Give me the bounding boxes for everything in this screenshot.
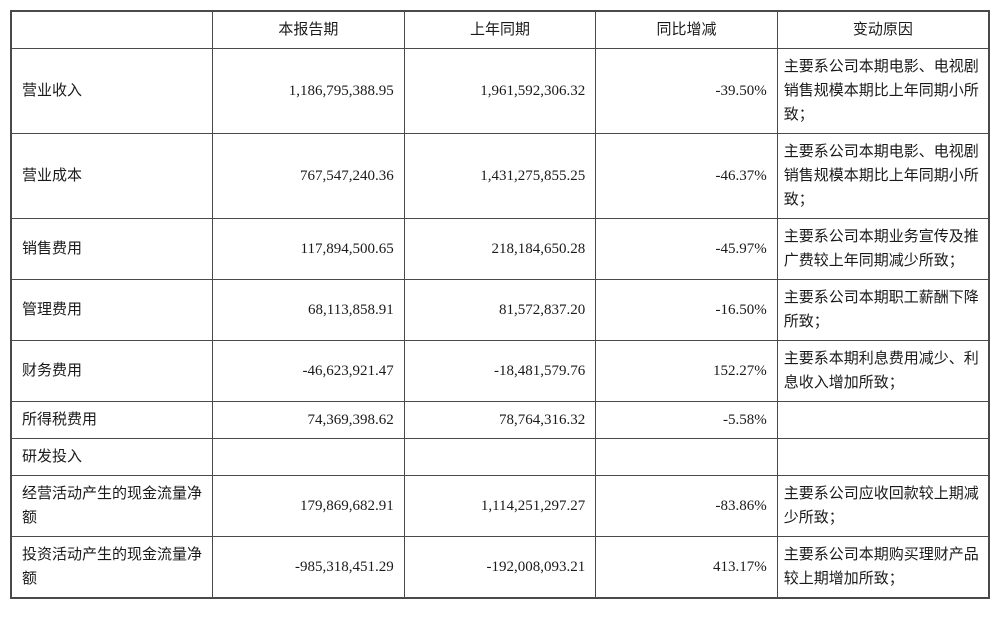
cell-change [596, 439, 777, 476]
cell-reason: 主要系公司本期购买理财产品较上期增加所致； [777, 537, 989, 599]
cell-reason: 主要系公司本期电影、电视剧销售规模本期比上年同期小所致； [777, 134, 989, 219]
cell-change: 152.27% [596, 341, 777, 402]
table-row: 管理费用 68,113,858.91 81,572,837.20 -16.50%… [11, 280, 989, 341]
cell-reason: 主要系公司本期职工薪酬下降所致； [777, 280, 989, 341]
cell-prior: 78,764,316.32 [404, 402, 596, 439]
row-label: 管理费用 [11, 280, 213, 341]
row-label: 营业成本 [11, 134, 213, 219]
header-row: 本报告期 上年同期 同比增减 变动原因 [11, 11, 989, 49]
cell-reason: 主要系公司本期电影、电视剧销售规模本期比上年同期小所致； [777, 49, 989, 134]
cell-current [213, 439, 405, 476]
cell-prior: -18,481,579.76 [404, 341, 596, 402]
cell-prior: 1,114,251,297.27 [404, 476, 596, 537]
financial-table-container: 本报告期 上年同期 同比增减 变动原因 营业收入 1,186,795,388.9… [10, 10, 990, 599]
cell-current: 179,869,682.91 [213, 476, 405, 537]
cell-prior: 1,431,275,855.25 [404, 134, 596, 219]
cell-prior: 218,184,650.28 [404, 219, 596, 280]
financial-table: 本报告期 上年同期 同比增减 变动原因 营业收入 1,186,795,388.9… [10, 10, 990, 599]
cell-prior: 81,572,837.20 [404, 280, 596, 341]
cell-reason: 主要系本期利息费用减少、利息收入增加所致； [777, 341, 989, 402]
header-reason: 变动原因 [777, 11, 989, 49]
cell-reason [777, 402, 989, 439]
cell-reason [777, 439, 989, 476]
table-row: 营业成本 767,547,240.36 1,431,275,855.25 -46… [11, 134, 989, 219]
cell-current: 68,113,858.91 [213, 280, 405, 341]
header-prior-period: 上年同期 [404, 11, 596, 49]
cell-prior: 1,961,592,306.32 [404, 49, 596, 134]
table-row: 销售费用 117,894,500.65 218,184,650.28 -45.9… [11, 219, 989, 280]
table-body: 营业收入 1,186,795,388.95 1,961,592,306.32 -… [11, 49, 989, 599]
table-row: 投资活动产生的现金流量净额 -985,318,451.29 -192,008,0… [11, 537, 989, 599]
row-label: 财务费用 [11, 341, 213, 402]
row-label: 所得税费用 [11, 402, 213, 439]
cell-prior: -192,008,093.21 [404, 537, 596, 599]
cell-reason: 主要系公司本期业务宣传及推广费较上年同期减少所致； [777, 219, 989, 280]
header-change: 同比增减 [596, 11, 777, 49]
cell-reason: 主要系公司应收回款较上期减少所致； [777, 476, 989, 537]
cell-change: -39.50% [596, 49, 777, 134]
cell-change: -16.50% [596, 280, 777, 341]
cell-change: -46.37% [596, 134, 777, 219]
cell-change: -5.58% [596, 402, 777, 439]
cell-current: 767,547,240.36 [213, 134, 405, 219]
row-label: 投资活动产生的现金流量净额 [11, 537, 213, 599]
cell-current: 1,186,795,388.95 [213, 49, 405, 134]
header-blank [11, 11, 213, 49]
row-label: 研发投入 [11, 439, 213, 476]
table-row: 财务费用 -46,623,921.47 -18,481,579.76 152.2… [11, 341, 989, 402]
cell-prior [404, 439, 596, 476]
cell-current: 117,894,500.65 [213, 219, 405, 280]
header-current-period: 本报告期 [213, 11, 405, 49]
table-row: 经营活动产生的现金流量净额 179,869,682.91 1,114,251,2… [11, 476, 989, 537]
row-label: 经营活动产生的现金流量净额 [11, 476, 213, 537]
cell-change: -45.97% [596, 219, 777, 280]
cell-change: -83.86% [596, 476, 777, 537]
table-row: 营业收入 1,186,795,388.95 1,961,592,306.32 -… [11, 49, 989, 134]
cell-current: -46,623,921.47 [213, 341, 405, 402]
row-label: 营业收入 [11, 49, 213, 134]
cell-change: 413.17% [596, 537, 777, 599]
table-row: 研发投入 [11, 439, 989, 476]
cell-current: -985,318,451.29 [213, 537, 405, 599]
table-row: 所得税费用 74,369,398.62 78,764,316.32 -5.58% [11, 402, 989, 439]
row-label: 销售费用 [11, 219, 213, 280]
cell-current: 74,369,398.62 [213, 402, 405, 439]
